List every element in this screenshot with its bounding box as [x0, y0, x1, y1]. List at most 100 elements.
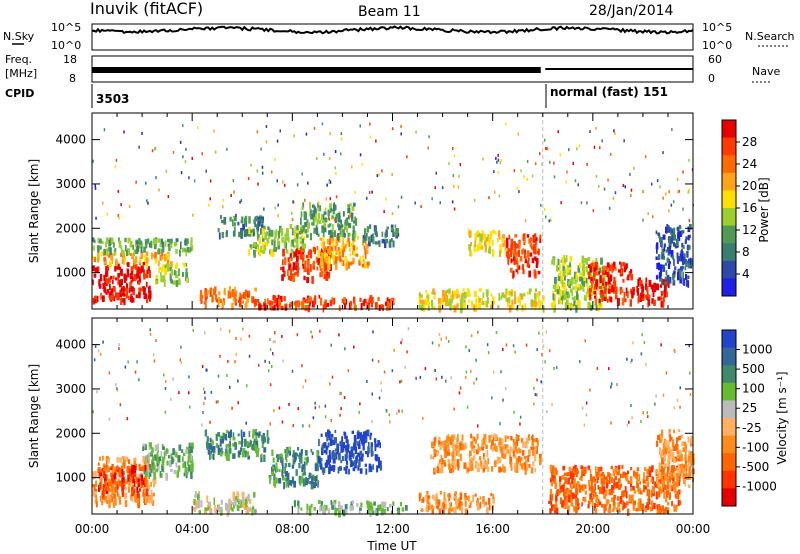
velocity-cell — [241, 497, 245, 503]
power-cell — [125, 274, 128, 281]
velocity-cell — [448, 436, 451, 443]
power-cell — [296, 241, 299, 248]
power-cell — [299, 252, 303, 259]
velocity-sparse-cell — [502, 348, 504, 351]
velocity-cell — [538, 453, 542, 462]
power-cell — [249, 244, 253, 249]
velocity-cell — [447, 460, 451, 467]
velocity-cell — [433, 438, 436, 446]
velocity-cell — [241, 436, 244, 444]
power-cell — [293, 244, 296, 248]
power-cell — [664, 284, 666, 292]
power-cell — [326, 256, 330, 263]
power-cell — [255, 246, 258, 252]
velocity-cell — [281, 469, 284, 477]
velocity-cell — [440, 454, 443, 462]
velocity-cell — [144, 492, 146, 498]
power-cell — [172, 280, 176, 285]
power-cell — [204, 288, 207, 296]
velocity-cell — [645, 505, 647, 510]
power-cell — [514, 234, 518, 238]
power-sparse-cell — [256, 130, 259, 134]
velocity-cell — [184, 469, 186, 473]
velocity-sparse-cell — [495, 331, 498, 334]
velocity-cell — [130, 468, 134, 476]
power-cell — [125, 287, 128, 292]
power-cell — [355, 246, 359, 251]
velocity-cell — [549, 508, 552, 514]
power-sparse-cell — [397, 205, 400, 209]
power-cell — [603, 279, 606, 284]
date-title: 28/Jan/2014 — [589, 3, 674, 19]
power-colorbar-cell — [722, 155, 736, 174]
velocity-cell — [137, 496, 140, 503]
power-cell — [160, 272, 162, 276]
power-ytick-label: 1000 — [55, 266, 86, 280]
velocity-cell — [660, 488, 663, 494]
velocity-cell — [576, 472, 578, 478]
power-cell — [565, 288, 568, 295]
power-cell — [450, 294, 453, 300]
power-cell — [427, 304, 430, 311]
power-cell — [640, 283, 644, 289]
velocity-cell — [420, 508, 424, 512]
power-sparse-cell — [146, 199, 148, 203]
velocity-cell — [303, 465, 306, 474]
velocity-cell — [464, 508, 468, 515]
velocity-cell — [616, 496, 620, 501]
velocity-cell — [678, 455, 682, 459]
velocity-cell — [446, 450, 449, 456]
power-cell — [662, 234, 666, 240]
power-cell — [117, 263, 120, 270]
power-cell — [590, 276, 593, 284]
velocity-cell — [534, 468, 537, 473]
power-cell — [644, 283, 648, 291]
power-cell — [105, 265, 108, 273]
velocity-cell — [244, 453, 247, 458]
power-cell — [587, 264, 591, 268]
power-cell — [625, 291, 628, 297]
velocity-sparse-cell — [610, 385, 612, 389]
velocity-cell — [334, 429, 337, 434]
x-tick-label: 12:00 — [375, 522, 410, 536]
power-cell — [599, 289, 602, 295]
velocity-cell — [332, 453, 336, 459]
velocity-cell — [370, 506, 373, 511]
velocity-sparse-cell — [419, 375, 422, 379]
velocity-cell — [562, 484, 565, 492]
velocity-cell — [122, 456, 125, 460]
power-cell — [159, 267, 162, 271]
velocity-cell — [556, 470, 559, 475]
power-sparse-cell — [451, 200, 454, 204]
power-cell — [344, 255, 347, 261]
velocity-cell — [130, 477, 133, 482]
velocity-cell — [444, 462, 447, 467]
power-cell — [106, 289, 110, 294]
power-cell — [124, 237, 127, 243]
power-sparse-cell — [201, 152, 203, 156]
power-cell — [576, 292, 579, 300]
x-axis-title: Time UT — [366, 539, 417, 553]
velocity-sparse-cell — [655, 394, 657, 398]
velocity-cell — [456, 450, 458, 456]
power-cell — [676, 258, 680, 264]
power-cell — [218, 232, 221, 240]
power-cell — [156, 280, 159, 285]
velocity-cell — [520, 437, 524, 444]
velocity-cell — [676, 467, 679, 471]
velocity-cell — [666, 508, 668, 512]
velocity-cell — [664, 453, 667, 457]
velocity-cell — [193, 499, 196, 506]
power-cell — [474, 240, 477, 246]
power-cell — [675, 238, 679, 247]
velocity-cell — [283, 482, 285, 490]
power-sparse-cell — [276, 179, 278, 183]
velocity-colorbar-tick-label: -25 — [742, 421, 762, 435]
power-cell — [215, 299, 218, 303]
velocity-sparse-cell — [450, 376, 452, 380]
velocity-cell — [101, 500, 104, 506]
power-cell — [534, 271, 537, 279]
power-cell — [221, 220, 224, 224]
